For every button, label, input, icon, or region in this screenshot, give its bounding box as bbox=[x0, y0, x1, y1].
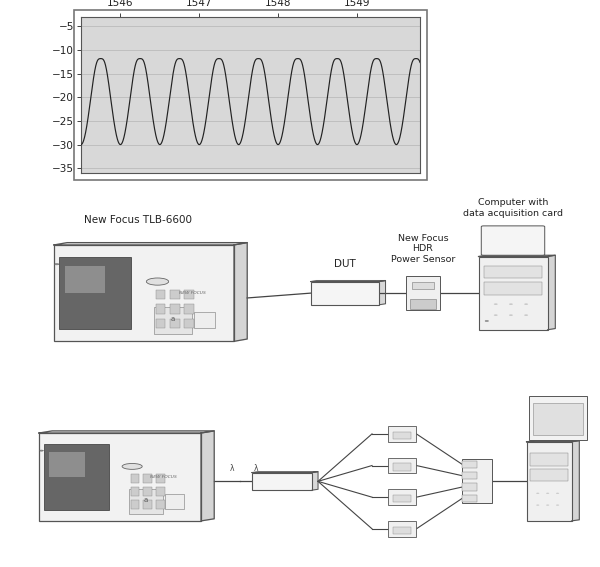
FancyBboxPatch shape bbox=[252, 472, 312, 490]
FancyBboxPatch shape bbox=[529, 396, 587, 440]
FancyBboxPatch shape bbox=[184, 304, 194, 314]
FancyBboxPatch shape bbox=[59, 257, 131, 329]
FancyBboxPatch shape bbox=[530, 469, 568, 481]
FancyBboxPatch shape bbox=[388, 458, 416, 473]
Text: DUT: DUT bbox=[334, 259, 356, 269]
Polygon shape bbox=[234, 243, 247, 341]
Circle shape bbox=[536, 505, 539, 506]
FancyBboxPatch shape bbox=[410, 299, 436, 309]
Text: NEW FOCUS: NEW FOCUS bbox=[151, 475, 177, 479]
FancyBboxPatch shape bbox=[143, 475, 152, 483]
FancyBboxPatch shape bbox=[156, 500, 165, 509]
Polygon shape bbox=[548, 255, 556, 330]
FancyBboxPatch shape bbox=[184, 319, 194, 328]
Polygon shape bbox=[571, 441, 580, 521]
Circle shape bbox=[546, 493, 549, 494]
Circle shape bbox=[556, 493, 559, 494]
FancyBboxPatch shape bbox=[462, 495, 477, 502]
Circle shape bbox=[509, 315, 513, 316]
FancyBboxPatch shape bbox=[484, 282, 542, 295]
Text: λ: λ bbox=[254, 464, 259, 472]
Circle shape bbox=[55, 264, 59, 265]
Text: Computer with
data acquisition card: Computer with data acquisition card bbox=[463, 198, 563, 218]
Text: a: a bbox=[170, 316, 175, 322]
FancyBboxPatch shape bbox=[49, 452, 85, 477]
Polygon shape bbox=[479, 255, 556, 256]
FancyBboxPatch shape bbox=[533, 403, 583, 434]
Circle shape bbox=[524, 315, 528, 316]
FancyBboxPatch shape bbox=[394, 495, 410, 502]
Polygon shape bbox=[201, 431, 214, 521]
FancyBboxPatch shape bbox=[462, 459, 492, 503]
FancyBboxPatch shape bbox=[39, 433, 201, 521]
FancyBboxPatch shape bbox=[406, 276, 440, 311]
FancyBboxPatch shape bbox=[388, 521, 416, 537]
Circle shape bbox=[122, 463, 142, 469]
FancyBboxPatch shape bbox=[184, 290, 194, 299]
Circle shape bbox=[524, 303, 528, 304]
FancyBboxPatch shape bbox=[479, 256, 548, 330]
FancyBboxPatch shape bbox=[462, 484, 477, 490]
Circle shape bbox=[485, 320, 488, 321]
Circle shape bbox=[494, 303, 497, 304]
Polygon shape bbox=[527, 441, 580, 442]
FancyBboxPatch shape bbox=[155, 319, 165, 328]
FancyBboxPatch shape bbox=[44, 444, 109, 510]
FancyBboxPatch shape bbox=[388, 489, 416, 505]
Polygon shape bbox=[39, 431, 214, 433]
FancyBboxPatch shape bbox=[394, 463, 410, 471]
FancyBboxPatch shape bbox=[170, 319, 179, 328]
Circle shape bbox=[494, 315, 497, 316]
Text: New Focus TLB-6600: New Focus TLB-6600 bbox=[84, 215, 192, 225]
FancyBboxPatch shape bbox=[462, 472, 477, 479]
FancyBboxPatch shape bbox=[481, 226, 545, 255]
FancyBboxPatch shape bbox=[484, 266, 542, 278]
Polygon shape bbox=[312, 472, 318, 490]
FancyBboxPatch shape bbox=[194, 312, 215, 328]
FancyBboxPatch shape bbox=[156, 487, 165, 496]
Circle shape bbox=[546, 505, 549, 506]
FancyBboxPatch shape bbox=[166, 494, 184, 509]
FancyBboxPatch shape bbox=[170, 304, 179, 314]
Polygon shape bbox=[54, 243, 247, 245]
FancyBboxPatch shape bbox=[527, 442, 571, 521]
FancyBboxPatch shape bbox=[131, 487, 139, 496]
FancyBboxPatch shape bbox=[155, 290, 165, 299]
FancyBboxPatch shape bbox=[462, 460, 477, 468]
FancyBboxPatch shape bbox=[131, 500, 139, 509]
Circle shape bbox=[146, 278, 169, 285]
Polygon shape bbox=[379, 281, 386, 304]
FancyBboxPatch shape bbox=[143, 487, 152, 496]
FancyBboxPatch shape bbox=[129, 489, 163, 514]
Circle shape bbox=[40, 450, 43, 451]
FancyBboxPatch shape bbox=[394, 527, 410, 534]
Polygon shape bbox=[311, 281, 386, 282]
Text: New Focus
HDR
Power Sensor: New Focus HDR Power Sensor bbox=[391, 234, 455, 264]
FancyBboxPatch shape bbox=[170, 290, 179, 299]
Circle shape bbox=[536, 493, 539, 494]
FancyBboxPatch shape bbox=[412, 282, 434, 289]
Circle shape bbox=[556, 505, 559, 506]
FancyBboxPatch shape bbox=[394, 432, 410, 439]
Circle shape bbox=[509, 303, 513, 304]
FancyBboxPatch shape bbox=[155, 304, 165, 314]
FancyBboxPatch shape bbox=[530, 453, 568, 466]
Text: a: a bbox=[144, 497, 148, 503]
Text: λ: λ bbox=[230, 464, 235, 472]
FancyBboxPatch shape bbox=[388, 426, 416, 442]
Text: NEW FOCUS: NEW FOCUS bbox=[179, 291, 206, 295]
FancyBboxPatch shape bbox=[54, 245, 234, 341]
FancyBboxPatch shape bbox=[143, 500, 152, 509]
FancyBboxPatch shape bbox=[156, 475, 165, 483]
FancyBboxPatch shape bbox=[154, 307, 192, 333]
FancyBboxPatch shape bbox=[65, 266, 105, 293]
FancyBboxPatch shape bbox=[131, 475, 139, 483]
FancyBboxPatch shape bbox=[311, 282, 379, 304]
